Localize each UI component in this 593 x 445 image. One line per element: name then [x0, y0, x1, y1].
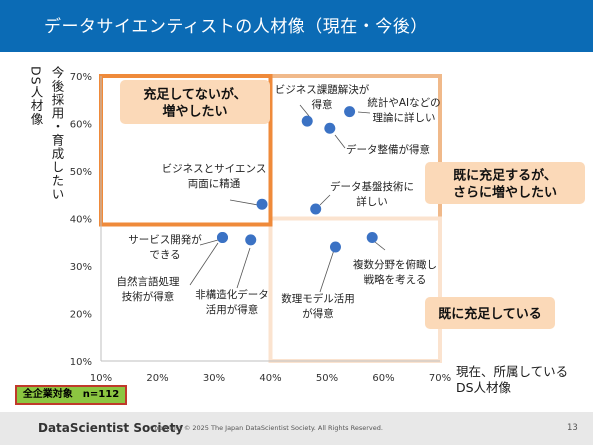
y-tick-label: 40% [70, 215, 92, 226]
x-axis-title-line1: 現在、所属している [456, 364, 568, 379]
sample-size-badge: 全企業対象 n=112 [15, 385, 127, 405]
header-bar [0, 0, 593, 52]
point-label: データ整備が得意 [346, 143, 430, 156]
y-axis-title-line1: 今後採用・育成したい [49, 66, 65, 201]
point-label: 活用が得意 [206, 303, 259, 316]
leader-line [357, 111, 371, 114]
x-tick-label: 50% [316, 373, 338, 384]
x-tick-label: 60% [372, 373, 394, 384]
quadrant-label-top-left-line: 充足してないが、 [143, 87, 246, 103]
x-tick-label: 70% [429, 373, 451, 384]
data-point [301, 115, 313, 127]
quadrant-label-top-left-bg [120, 80, 270, 124]
x-tick-label: 10% [90, 373, 112, 384]
y-axis-title-line2: DS人材像 [28, 66, 44, 127]
y-tick-label: 60% [70, 120, 92, 131]
point-label: 非構造化データ [195, 288, 269, 301]
point-label: が得意 [302, 307, 334, 320]
data-point [216, 232, 228, 243]
leader-line [319, 249, 335, 293]
point-label: 両面に精通 [188, 177, 241, 190]
point-label: 数理モデル活用 [281, 292, 355, 305]
quadrant-label-top-right-line: 既に充足するが、 [453, 168, 557, 184]
data-point [329, 241, 341, 253]
y-tick-label: 70% [70, 72, 92, 83]
point-label: 複数分野を俯瞰し [353, 258, 437, 271]
quadrant-bottom-right-frame [268, 216, 442, 363]
footer-copyright: Copyright © 2025 The Japan DataScientist… [150, 424, 383, 432]
quadrant-label-bottom-right-bg [425, 297, 555, 329]
leader-line [229, 199, 259, 206]
point-label: 詳しい [356, 195, 388, 208]
quadrant-label-top-left-line: 増やしたい [162, 104, 227, 120]
point-label: データ基盤技術に [330, 180, 414, 193]
page-title: データサイエンティストの人材像（現在・今後） [44, 17, 428, 37]
x-axis-title-line2: DS人材像 [456, 380, 512, 395]
point-label: 得意 [312, 98, 333, 111]
footer-logo: DataScientist Society [38, 421, 184, 435]
point-label: 技術が得意 [122, 290, 175, 303]
point-label: できる [149, 249, 180, 261]
point-label: ビジネスとサイエンス [162, 163, 267, 175]
point-label: 理論に詳しい [373, 111, 436, 124]
x-tick-label: 30% [203, 373, 225, 384]
quadrant-label-bottom-right-line: 既に充足している [438, 306, 542, 322]
quadrant-label-top-right-line: さらに増やしたい [453, 185, 557, 201]
y-tick-label: 30% [70, 262, 92, 273]
leader-line [334, 134, 346, 149]
point-label: 自然言語処理 [117, 275, 180, 288]
point-label: 戦略を考える [364, 273, 427, 286]
quadrant-label-top-right-bg [425, 162, 585, 204]
leader-line [374, 241, 386, 251]
data-point [245, 234, 257, 246]
leader-line [319, 194, 331, 206]
point-label: サービス開発が [128, 233, 202, 246]
y-tick-label: 50% [70, 167, 92, 178]
footer-bar [0, 412, 593, 445]
x-tick-label: 20% [146, 373, 168, 384]
y-tick-label: 10% [70, 357, 92, 368]
data-point [344, 106, 356, 118]
point-label: ビジネス課題解決が [275, 83, 370, 96]
data-point [324, 122, 336, 134]
leader-line [189, 242, 219, 286]
point-label: 統計やAIなどの [367, 96, 440, 109]
leader-line [299, 104, 310, 117]
leader-line [199, 239, 219, 246]
data-point [256, 198, 268, 210]
page-number: 13 [567, 423, 578, 433]
data-point [366, 232, 378, 243]
x-tick-label: 40% [259, 373, 281, 384]
leader-line [236, 247, 251, 289]
data-point [310, 203, 322, 215]
y-tick-label: 20% [70, 310, 92, 321]
